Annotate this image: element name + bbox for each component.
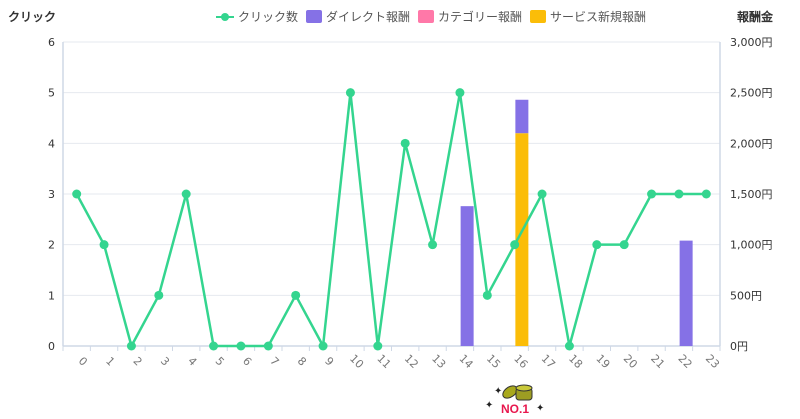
data-point[interactable] (510, 240, 520, 250)
left-tick-label: 1 (48, 289, 55, 302)
x-tick-label: 18 (566, 352, 585, 371)
swatch-icon (418, 10, 435, 23)
legend-item-clicks[interactable]: クリック数 (216, 8, 298, 25)
x-tick-label: 21 (648, 352, 667, 371)
data-point[interactable] (291, 290, 301, 300)
swatch-icon (530, 10, 547, 23)
x-tick-label: 19 (593, 352, 612, 371)
left-tick-label: 3 (48, 188, 55, 201)
x-tick-label: 0 (76, 354, 90, 368)
svg-text:✦: ✦ (536, 403, 544, 414)
data-point[interactable] (564, 341, 574, 351)
right-tick-label: 1,000円 (730, 239, 773, 252)
swatch-icon (306, 10, 323, 23)
bar-segment[interactable] (515, 133, 529, 346)
right-tick-label: 1,500円 (730, 188, 773, 201)
x-tick-label: 22 (676, 352, 695, 371)
x-tick-label: 3 (158, 354, 172, 368)
data-point[interactable] (99, 240, 109, 250)
x-tick-label: 17 (539, 352, 558, 371)
bar-segment[interactable] (460, 206, 474, 346)
data-point[interactable] (428, 240, 438, 250)
bar-segment[interactable] (679, 240, 693, 346)
svg-text:✦: ✦ (485, 400, 493, 411)
left-tick-label: 6 (48, 36, 55, 49)
x-tick-label: 20 (621, 352, 640, 371)
left-tick-label: 0 (48, 340, 55, 353)
x-tick-label: 8 (295, 354, 309, 368)
x-tick-label: 9 (322, 354, 336, 368)
right-tick-label: 2,500円 (730, 87, 773, 100)
x-tick-label: 7 (267, 354, 281, 368)
x-tick-label: 10 (347, 352, 366, 371)
svg-text:✦: ✦ (494, 386, 502, 397)
x-tick-label: 11 (374, 352, 393, 371)
data-point[interactable] (455, 88, 465, 98)
x-tick-label: 14 (457, 352, 476, 371)
x-tick-label: 1 (103, 354, 117, 368)
right-tick-label: 3,000円 (730, 36, 773, 49)
data-point[interactable] (647, 189, 657, 199)
data-point[interactable] (154, 290, 164, 300)
left-tick-label: 4 (48, 137, 55, 150)
badge-text: NO.1 (501, 402, 529, 416)
data-point[interactable] (236, 341, 246, 351)
line-marker-icon (216, 12, 234, 22)
right-tick-label: 2,000円 (730, 137, 773, 150)
data-point[interactable] (482, 290, 492, 300)
left-tick-label: 5 (48, 87, 55, 100)
data-point[interactable] (209, 341, 219, 351)
data-point[interactable] (592, 240, 602, 250)
data-point[interactable] (619, 240, 629, 250)
left-axis-title: クリック (8, 10, 57, 24)
x-tick-label: 2 (131, 354, 145, 368)
legend-label: サービス新規報酬 (550, 10, 647, 24)
x-tick-label: 12 (402, 352, 421, 371)
chart-legend: クリック数 ダイレクト報酬 カテゴリー報酬 サービス新規報酬 (216, 8, 654, 25)
legend-item-category[interactable]: カテゴリー報酬 (418, 8, 522, 25)
x-tick-label: 6 (240, 354, 254, 368)
data-point[interactable] (318, 341, 328, 351)
x-tick-label: 13 (429, 352, 448, 371)
bar-segment[interactable] (515, 99, 529, 134)
x-tick-label: 5 (213, 354, 227, 368)
legend-label: ダイレクト報酬 (326, 10, 411, 24)
x-tick-label: 15 (484, 352, 503, 371)
x-tick-label: 23 (703, 352, 722, 371)
right-tick-label: 0円 (730, 340, 748, 353)
no1-badge: ✦ ✦ NO.1 ✦ (484, 380, 554, 416)
right-axis-title: 報酬金 (737, 10, 774, 24)
data-point[interactable] (126, 341, 136, 351)
data-point[interactable] (674, 189, 684, 199)
data-point[interactable] (373, 341, 383, 351)
legend-item-direct[interactable]: ダイレクト報酬 (306, 8, 410, 25)
coins-icon: ✦ ✦ NO.1 ✦ (485, 384, 544, 416)
data-point[interactable] (72, 189, 82, 199)
data-point[interactable] (400, 138, 410, 148)
data-point[interactable] (345, 88, 355, 98)
data-point[interactable] (181, 189, 191, 199)
right-tick-label: 500円 (730, 289, 762, 302)
clicks-line (75, 91, 707, 348)
left-tick-label: 2 (48, 239, 55, 252)
x-tick-label: 16 (511, 352, 530, 371)
data-point[interactable] (537, 189, 547, 199)
legend-label: カテゴリー報酬 (438, 10, 523, 24)
legend-label: クリック数 (238, 10, 299, 24)
data-point[interactable] (701, 189, 711, 199)
x-tick-label: 4 (185, 354, 199, 368)
data-point[interactable] (263, 341, 273, 351)
legend-item-service[interactable]: サービス新規報酬 (530, 8, 646, 25)
